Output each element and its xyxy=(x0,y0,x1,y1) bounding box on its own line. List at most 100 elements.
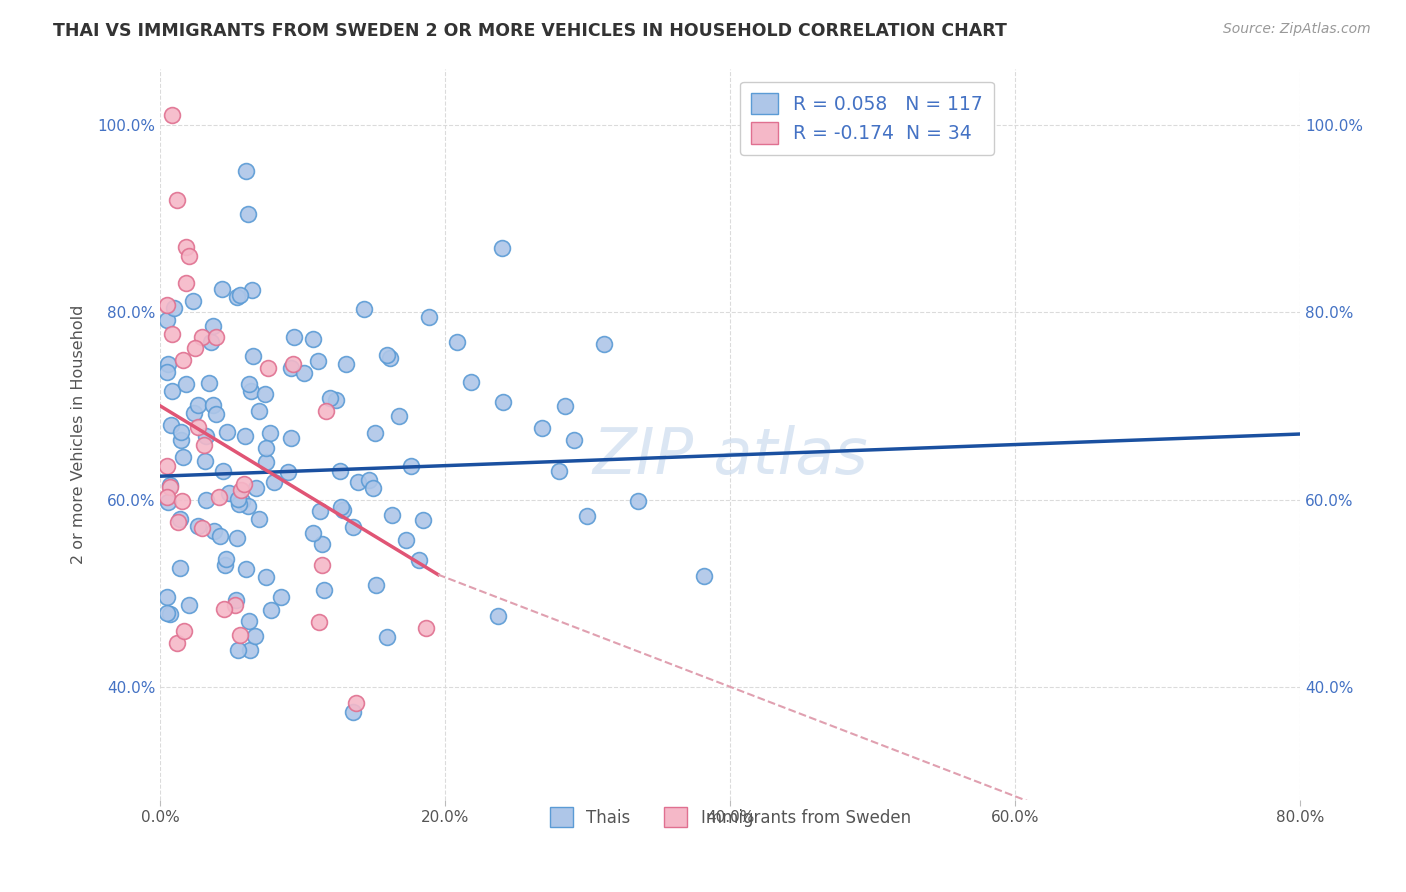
Point xyxy=(229,483,252,497)
Point xyxy=(156,606,179,620)
Point xyxy=(460,375,482,389)
Point xyxy=(332,502,354,516)
Point xyxy=(243,629,266,643)
Y-axis label: 2 or more Vehicles in Household: 2 or more Vehicles in Household xyxy=(72,304,86,564)
Point xyxy=(491,394,513,409)
Point xyxy=(247,404,270,418)
Point xyxy=(195,429,218,443)
Point xyxy=(226,491,249,506)
Point xyxy=(174,376,197,391)
Point xyxy=(225,290,247,304)
Point xyxy=(169,512,191,526)
Point xyxy=(156,459,179,474)
Point xyxy=(193,438,215,452)
Point xyxy=(215,551,238,566)
Point xyxy=(375,631,398,645)
Point xyxy=(342,705,364,719)
Point xyxy=(627,493,650,508)
Point xyxy=(245,481,267,495)
Point xyxy=(207,491,229,505)
Point xyxy=(257,361,280,376)
Point xyxy=(228,628,250,642)
Point xyxy=(301,332,323,346)
Point xyxy=(486,609,509,624)
Point xyxy=(235,164,257,178)
Point xyxy=(194,454,217,468)
Point xyxy=(201,398,224,412)
Point xyxy=(242,349,264,363)
Point xyxy=(240,384,263,398)
Point xyxy=(491,241,513,255)
Point xyxy=(215,425,238,439)
Point xyxy=(238,377,260,392)
Point xyxy=(166,636,188,650)
Point xyxy=(554,399,576,413)
Point xyxy=(167,515,190,529)
Point xyxy=(319,391,342,405)
Point xyxy=(309,504,332,518)
Point xyxy=(160,108,183,122)
Point xyxy=(197,376,219,391)
Point xyxy=(353,302,375,317)
Point xyxy=(307,354,329,368)
Point xyxy=(235,562,257,576)
Point xyxy=(247,512,270,526)
Point xyxy=(156,490,179,504)
Point xyxy=(200,334,222,349)
Point xyxy=(231,494,253,508)
Point xyxy=(254,455,277,469)
Point xyxy=(224,598,246,612)
Point xyxy=(162,326,184,341)
Point xyxy=(212,464,235,478)
Point xyxy=(346,696,368,710)
Point xyxy=(209,529,232,543)
Point xyxy=(211,282,233,296)
Point xyxy=(693,569,716,583)
Point xyxy=(277,465,299,479)
Point xyxy=(254,570,277,584)
Point xyxy=(218,485,240,500)
Text: THAI VS IMMIGRANTS FROM SWEDEN 2 OR MORE VEHICLES IN HOUSEHOLD CORRELATION CHART: THAI VS IMMIGRANTS FROM SWEDEN 2 OR MORE… xyxy=(53,22,1007,40)
Point xyxy=(308,615,330,629)
Point xyxy=(169,433,191,447)
Point xyxy=(408,553,430,567)
Point xyxy=(159,480,181,494)
Point xyxy=(236,499,259,513)
Point xyxy=(283,330,305,344)
Point xyxy=(156,365,179,379)
Point xyxy=(364,425,387,440)
Point xyxy=(254,442,277,456)
Point xyxy=(312,583,335,598)
Legend: Thais, Immigrants from Sweden: Thais, Immigrants from Sweden xyxy=(541,799,920,835)
Point xyxy=(225,593,247,607)
Point xyxy=(174,239,197,253)
Point xyxy=(283,357,305,371)
Point xyxy=(173,624,195,639)
Point xyxy=(233,429,256,443)
Point xyxy=(357,473,380,487)
Point xyxy=(239,642,262,657)
Point xyxy=(329,464,352,478)
Point xyxy=(378,351,401,365)
Point xyxy=(187,420,209,434)
Point xyxy=(302,525,325,540)
Point xyxy=(205,408,228,422)
Point xyxy=(166,193,188,207)
Point xyxy=(415,622,437,636)
Point xyxy=(233,476,256,491)
Point xyxy=(330,500,353,514)
Point xyxy=(576,509,599,524)
Point xyxy=(401,458,423,473)
Point xyxy=(412,512,434,526)
Point xyxy=(190,521,212,535)
Point xyxy=(181,293,204,308)
Point xyxy=(229,287,252,301)
Point xyxy=(259,425,281,440)
Point xyxy=(254,387,277,401)
Point xyxy=(270,590,292,604)
Text: ZIP atlas: ZIP atlas xyxy=(592,425,868,487)
Point xyxy=(163,301,186,315)
Point xyxy=(160,418,183,433)
Point xyxy=(159,478,181,492)
Point xyxy=(156,590,179,604)
